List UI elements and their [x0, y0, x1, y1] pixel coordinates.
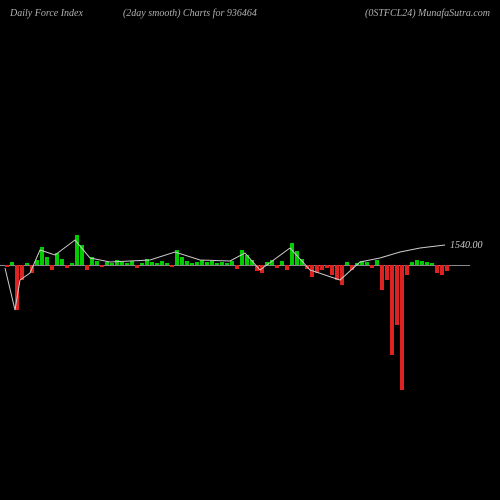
chart-bar — [145, 259, 149, 265]
chart-bar — [160, 261, 164, 265]
chart-bar — [155, 263, 159, 265]
chart-bar — [255, 265, 259, 271]
chart-bar — [15, 265, 19, 310]
chart-bar — [200, 260, 204, 265]
chart-bar — [250, 260, 254, 265]
chart-bar — [50, 265, 54, 270]
chart-bar — [80, 245, 84, 265]
chart-bar — [150, 262, 154, 265]
chart-bar — [195, 262, 199, 265]
chart-bar — [230, 261, 234, 265]
chart-bar — [210, 261, 214, 265]
header-source: (0STFCL24) MunafaSutra.com — [365, 8, 490, 19]
chart-bar — [365, 262, 369, 265]
chart-bar — [410, 262, 414, 265]
chart-bar — [245, 255, 249, 265]
chart-bar — [115, 260, 119, 265]
chart-bar — [20, 265, 24, 280]
chart-bar — [240, 250, 244, 265]
chart-bar — [385, 265, 389, 280]
chart-bar — [5, 265, 9, 267]
chart-bar — [320, 265, 324, 270]
chart-bar — [70, 263, 74, 265]
chart-bar — [400, 265, 404, 390]
chart-bar — [105, 262, 109, 265]
chart-bar — [310, 265, 314, 277]
force-index-chart: 1540.00 — [0, 30, 470, 470]
chart-bar — [30, 265, 34, 273]
chart-bar — [395, 265, 399, 325]
chart-bar — [125, 263, 129, 265]
chart-bars — [0, 30, 470, 470]
chart-bar — [345, 262, 349, 265]
chart-bar — [415, 260, 419, 265]
chart-bar — [285, 265, 289, 270]
chart-bar — [65, 265, 69, 268]
chart-bar — [235, 265, 239, 269]
chart-bar — [420, 261, 424, 265]
chart-bar — [165, 263, 169, 265]
chart-bar — [375, 260, 379, 265]
chart-bar — [430, 263, 434, 265]
chart-bar — [100, 265, 104, 267]
chart-bar — [55, 253, 59, 265]
chart-bar — [120, 262, 124, 265]
chart-bar — [355, 263, 359, 265]
chart-bar — [330, 265, 334, 275]
chart-bar — [215, 263, 219, 265]
chart-bar — [110, 263, 114, 265]
chart-bar — [440, 265, 444, 275]
chart-bar — [290, 243, 294, 265]
chart-bar — [360, 261, 364, 265]
chart-bar — [445, 265, 449, 271]
chart-header: Daily Force Index (2day smooth) Charts f… — [0, 8, 500, 19]
chart-bar — [435, 265, 439, 273]
chart-bar — [135, 265, 139, 268]
chart-bar — [295, 251, 299, 265]
chart-bar — [45, 257, 49, 265]
chart-bar — [370, 265, 374, 268]
chart-bar — [275, 265, 279, 268]
chart-bar — [170, 265, 174, 267]
chart-bar — [225, 263, 229, 265]
chart-bar — [380, 265, 384, 290]
chart-bar — [175, 250, 179, 265]
chart-bar — [335, 265, 339, 280]
chart-bar — [130, 261, 134, 265]
chart-bar — [190, 263, 194, 265]
chart-bar — [325, 265, 329, 268]
chart-bar — [90, 257, 94, 265]
chart-bar — [350, 265, 354, 270]
chart-bar — [205, 262, 209, 265]
chart-bar — [390, 265, 394, 355]
chart-bar — [220, 262, 224, 265]
header-subtitle: (2day smooth) Charts for 936464 — [123, 8, 365, 19]
chart-bar — [280, 261, 284, 265]
chart-bar — [265, 262, 269, 265]
chart-bar — [140, 263, 144, 265]
chart-bar — [60, 259, 64, 265]
chart-bar — [10, 262, 14, 265]
chart-bar — [25, 263, 29, 265]
chart-bar — [270, 260, 274, 265]
header-title: Daily Force Index — [10, 8, 83, 19]
chart-bar — [260, 265, 264, 273]
chart-bar — [180, 257, 184, 265]
chart-bar — [95, 261, 99, 265]
chart-bar — [425, 262, 429, 265]
chart-bar — [340, 265, 344, 285]
chart-bar — [300, 259, 304, 265]
chart-bar — [305, 265, 309, 269]
chart-bar — [315, 265, 319, 273]
price-value-label: 1540.00 — [450, 240, 483, 251]
chart-bar — [185, 261, 189, 265]
chart-bar — [405, 265, 409, 275]
chart-bar — [40, 247, 44, 265]
chart-bar — [75, 235, 79, 265]
chart-bar — [85, 265, 89, 270]
chart-bar — [35, 260, 39, 265]
